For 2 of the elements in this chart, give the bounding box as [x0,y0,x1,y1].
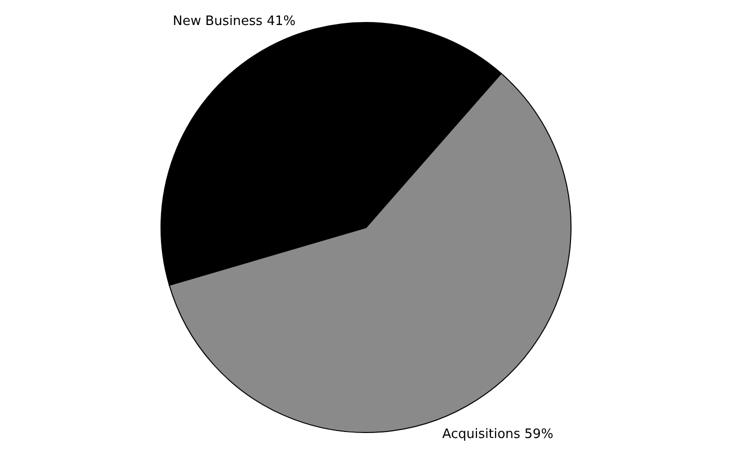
slice-label: New Business 41% [172,14,296,29]
slice-label: Acquisitions 59% [442,427,554,442]
